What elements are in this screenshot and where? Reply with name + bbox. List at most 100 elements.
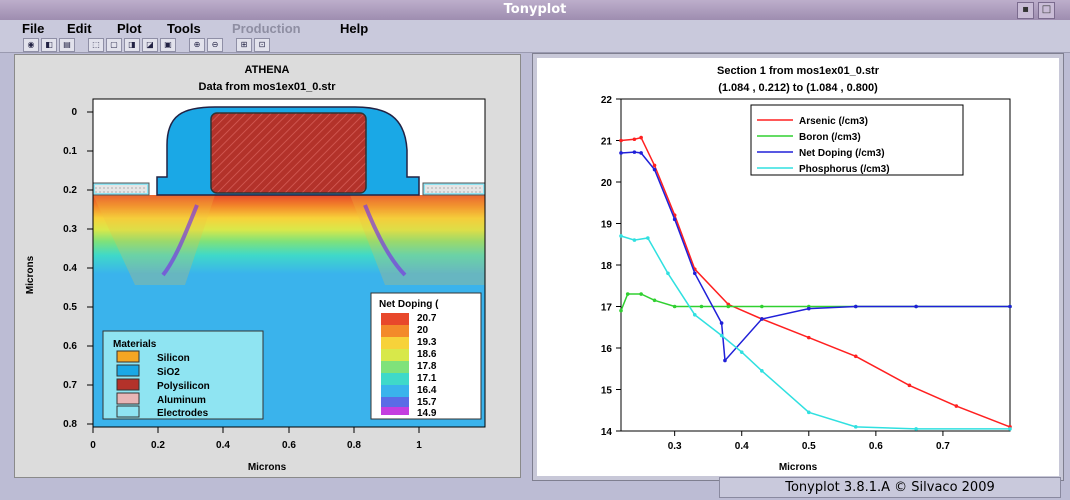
structure-plot-panel[interactable]: ATHENA Data from mos1ex01_0.str 0	[14, 54, 521, 478]
paste-icon[interactable]: ◪	[142, 38, 158, 52]
window-titlebar[interactable]: Tonyplot ▪ □	[0, 0, 1070, 20]
x-tick-label: 1	[416, 440, 422, 451]
doping-level: 20	[417, 325, 429, 336]
copy-icon[interactable]: ▢	[106, 38, 122, 52]
status-bar: Tonyplot 3.8.1.A © Silvaco 2009	[719, 477, 1061, 498]
data-point-net	[914, 304, 918, 309]
left-plot-title: ATHENA	[244, 64, 289, 76]
menu-edit[interactable]: Edit	[67, 21, 92, 36]
menu-file[interactable]: File	[22, 21, 45, 36]
doping-swatch	[381, 349, 409, 361]
reset-view-icon[interactable]: ⊞	[236, 38, 252, 52]
cutline-chart[interactable]: Section 1 from mos1ex01_0.str (1.084 , 0…	[537, 58, 1059, 476]
delete-icon[interactable]: ▣	[160, 38, 176, 52]
menu-tools[interactable]: Tools	[167, 21, 201, 36]
refresh-icon[interactable]: ⊡	[254, 38, 270, 52]
data-point-net	[719, 321, 724, 325]
data-point-phosphorus	[806, 410, 811, 415]
left-y-ticks: 0 0.1 0.2 0.3 0.4 0.5 0.6 0.7 0.8	[63, 107, 93, 430]
y-tick-label: 0.6	[63, 341, 77, 352]
doping-level: 18.6	[417, 349, 437, 360]
maximize-icon[interactable]: □	[1038, 2, 1055, 19]
data-point-boron	[672, 304, 677, 309]
menu-bar: File Edit Plot Tools Production Help	[0, 20, 1070, 37]
doping-swatch	[381, 325, 409, 337]
y-tick-label: 0	[71, 107, 77, 118]
minimize-icon[interactable]: ▪	[1017, 2, 1034, 19]
data-point-net	[723, 358, 727, 363]
menu-plot[interactable]: Plot	[117, 21, 142, 36]
y-tick-label: 0.3	[63, 224, 77, 235]
doping-swatch	[381, 397, 409, 407]
doping-level: 19.3	[417, 337, 437, 348]
series-line-phosphorus	[620, 235, 1010, 430]
x-tick-label: 0.7	[936, 441, 950, 452]
chart-subtitle: (1.084 , 0.212) to (1.084 , 0.800)	[718, 82, 878, 94]
data-point-phosphorus	[619, 234, 623, 238]
save-icon[interactable]: ◧	[41, 38, 57, 52]
data-point-phosphorus	[739, 350, 744, 354]
y-tick-label: 0.2	[63, 185, 77, 196]
print-icon[interactable]: ▤	[59, 38, 75, 52]
toolbar: ◉ ◧ ▤ ⬚ ▢ ◨ ◪ ▣ ⊕ ⊖ ⊞ ⊡	[0, 37, 1070, 53]
y-tick-label: 19	[601, 220, 613, 231]
data-point-boron	[639, 292, 643, 296]
material-label: Silicon	[157, 353, 190, 364]
doping-swatch	[381, 407, 409, 415]
doping-level: 15.7	[417, 397, 437, 408]
data-point-net	[619, 151, 623, 155]
data-point-phosphorus	[719, 333, 724, 338]
doping-level: 17.1	[417, 373, 437, 384]
chart-legend: Arsenic (/cm3) Boron (/cm3) Net Doping (…	[750, 104, 964, 176]
y-tick-label: 18	[601, 261, 613, 272]
x-tick-label: 0	[90, 440, 96, 451]
chart-series	[619, 135, 1012, 431]
data-point-phosphorus	[760, 369, 764, 373]
doping-swatch	[381, 361, 409, 373]
data-point-arsenic	[639, 135, 643, 140]
x-tick-label: 0.8	[347, 440, 361, 451]
series-line-net	[620, 151, 1010, 363]
x-tick-label: 0.5	[802, 441, 816, 452]
open-icon[interactable]: ◉	[23, 38, 39, 52]
zoom-in-icon[interactable]: ⊕	[189, 38, 205, 52]
x-tick-label: 0.6	[869, 441, 883, 452]
x-tick-label: 0.3	[668, 441, 682, 452]
menu-help[interactable]: Help	[340, 21, 369, 36]
data-point-net	[632, 150, 637, 154]
data-point-net	[853, 304, 858, 309]
legend-label: Net Doping (/cm3)	[799, 148, 885, 159]
doping-level: 16.4	[417, 385, 437, 396]
x-tick-label: 0.4	[216, 440, 230, 451]
window-title: Tonyplot	[503, 2, 567, 17]
legend-box	[750, 104, 964, 176]
x-tick-label: 0.6	[282, 440, 296, 451]
data-point-net	[639, 151, 643, 155]
zoom-out-icon[interactable]: ⊖	[207, 38, 223, 52]
chart-title: Section 1 from mos1ex01_0.str	[717, 65, 880, 77]
data-point-boron	[726, 304, 731, 309]
select-icon[interactable]: ⬚	[88, 38, 104, 52]
y-tick-label: 0.5	[63, 302, 77, 313]
cut-icon[interactable]: ◨	[124, 38, 140, 52]
y-tick-label: 0.4	[63, 263, 77, 274]
doping-swatch	[381, 313, 409, 325]
x-tick-label: 0.4	[735, 441, 749, 452]
data-point-phosphorus	[646, 236, 650, 240]
chart-x-axis-label: Microns	[779, 462, 818, 473]
material-label: Electrodes	[157, 408, 209, 419]
materials-legend: Materials Silicon SiO2 Polysilicon Alumi…	[102, 330, 264, 420]
menu-production[interactable]: Production	[232, 21, 301, 36]
material-label: Aluminum	[157, 395, 206, 406]
data-point-arsenic	[632, 137, 637, 142]
data-point-phosphorus	[914, 427, 918, 431]
series-line-arsenic	[620, 136, 1011, 428]
material-swatch	[116, 392, 140, 405]
y-tick-label: 0.7	[63, 380, 77, 391]
structure-plot[interactable]: ATHENA Data from mos1ex01_0.str 0	[15, 55, 520, 477]
cutline-plot-panel[interactable]: Section 1 from mos1ex01_0.str (1.084 , 0…	[532, 53, 1064, 481]
y-tick-label: 14	[601, 427, 613, 438]
data-point-net	[1008, 304, 1012, 309]
data-point-arsenic	[954, 404, 959, 408]
data-point-net	[652, 167, 657, 172]
